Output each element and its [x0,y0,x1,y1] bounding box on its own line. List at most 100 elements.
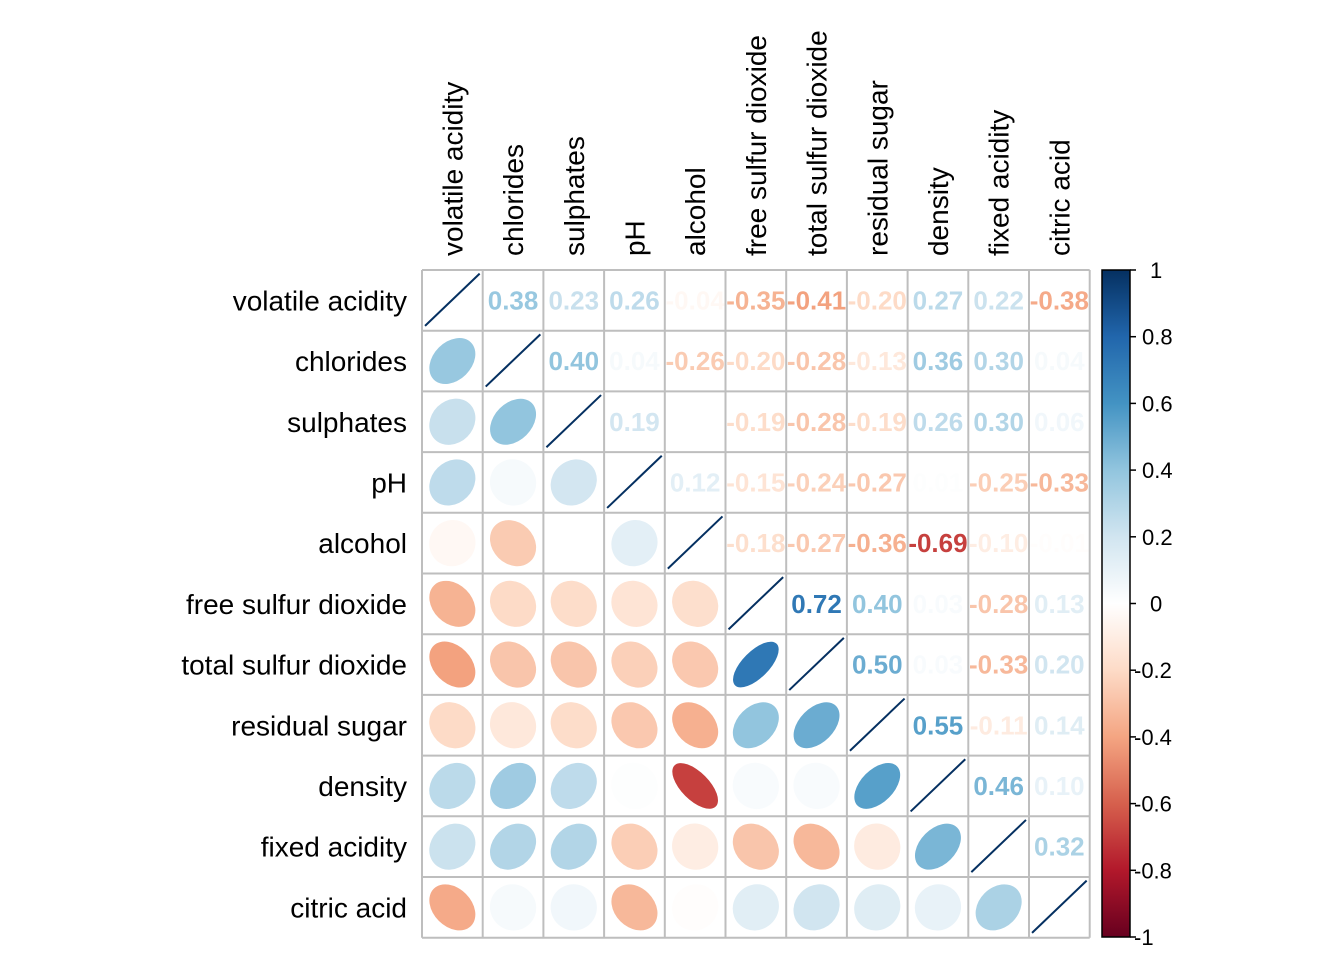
row-label: density [318,771,407,802]
corr-ellipse-5-2 [550,580,597,627]
corr-ellipse-9-4 [672,823,719,870]
corr-ellipse-10-5 [732,884,779,931]
corr-ellipse-9-2 [550,823,597,870]
colorbar-tick-label: 1 [1150,258,1162,283]
corr-ellipse-9-3 [611,823,658,870]
corr-value-6-9: -0.33 [969,650,1028,680]
corr-value-3-6: -0.24 [787,467,847,497]
corr-ellipse-5-3 [611,580,658,627]
corr-value-2-8: 0.26 [913,407,964,437]
matrix-cells: 0.38 0.23 0.26 -0.04 -0.35 -0.41 -0.20 0.27 0.22… [424,272,1089,934]
colorbar-gradient [1101,269,1131,938]
corr-value-0-2: 0.23 [548,285,599,315]
column-label: fixed acidity [984,110,1015,256]
corr-value-0-8: 0.27 [913,285,964,315]
row-label: pH [371,467,407,498]
row-label: residual sugar [231,710,407,741]
corr-ellipse-7-0 [429,702,476,749]
corr-value-0-1: 0.38 [488,285,539,315]
diag-line-2 [545,394,602,448]
column-label: alcohol [680,167,711,256]
column-label: pH [619,220,650,256]
corr-value-3-7: -0.27 [848,467,907,497]
corr-ellipse-10-4 [671,884,719,931]
diag-line-5 [727,576,784,631]
corr-ellipse-10-6 [793,884,840,931]
corr-value-4-10: -0.01 [1030,528,1089,558]
corr-ellipse-4-0 [429,520,476,567]
diag-line-1 [485,333,542,388]
corr-value-4-6: -0.27 [787,528,846,558]
corr-ellipse-9-5 [732,823,779,870]
column-labels: volatile acidity chlorides sulphates pH alco… [437,30,1075,256]
corr-ellipse-8-4 [672,763,718,809]
corr-ellipse-1-0 [429,338,476,385]
corr-ellipse-8-6 [793,762,840,810]
column-label: volatile acidity [437,82,468,256]
corr-ellipse-3-2 [550,459,597,506]
colorbar-tick-label: -0.6 [1134,792,1172,817]
colorbar-tick-label: -0.2 [1134,658,1172,683]
corr-value-2-10: 0.06 [1034,407,1085,437]
row-label: citric acid [290,892,407,923]
row-labels: volatile acidity chlorides sulphates pH alco… [181,285,407,923]
corr-ellipse-9-7 [854,823,901,870]
corr-value-0-9: 0.22 [973,285,1024,315]
corr-ellipse-9-1 [490,823,537,870]
row-label: total sulfur dioxide [181,650,407,681]
corr-value-8-10: 0.10 [1034,771,1085,801]
corr-ellipse-8-2 [550,762,597,810]
corr-value-4-8: -0.69 [908,528,967,558]
diag-line-7 [849,697,906,752]
corr-value-6-7: 0.50 [852,650,903,680]
corr-value-2-6: -0.28 [787,407,846,437]
corr-ellipse-6-4 [672,641,719,688]
corr-ellipse-10-9 [975,884,1022,931]
corr-value-5-9: -0.28 [969,589,1028,619]
corr-ellipse-6-2 [550,641,597,688]
column-label: density [923,167,954,256]
column-label: citric acid [1044,139,1075,256]
corr-value-3-8: 0.01 [913,467,964,497]
corr-ellipse-7-4 [672,702,719,749]
colorbar-tick-label: 0.4 [1142,458,1173,483]
corr-value-1-9: 0.30 [973,346,1024,376]
corr-value-0-7: -0.20 [848,285,907,315]
corr-ellipse-8-1 [490,762,537,809]
column-label: residual sugar [862,80,893,256]
corr-value-4-9: -0.10 [969,528,1028,558]
corr-value-5-10: 0.13 [1034,589,1085,619]
corr-value-5-8: 0.03 [913,589,964,619]
corr-ellipse-3-0 [429,459,476,506]
corr-value-6-8: 0.03 [913,650,964,680]
corr-value-0-4: -0.04 [666,285,726,315]
corr-value-2-4: 0.00 [670,407,721,437]
colorbar-tick-label: -1 [1134,925,1154,950]
colorbar-tick-label: 0.6 [1142,391,1173,416]
colorbar-tick-label: 0.8 [1142,325,1173,350]
corr-ellipse-8-5 [732,762,779,810]
corr-value-4-7: -0.36 [848,528,907,558]
corr-ellipse-6-0 [429,641,476,688]
diag-line-9 [970,819,1027,873]
corr-ellipse-5-0 [429,580,476,627]
corr-ellipse-10-7 [854,884,901,931]
row-label: volatile acidity [233,285,407,316]
corr-value-3-5: -0.15 [726,467,785,497]
corr-ellipse-10-0 [429,884,476,931]
corr-value-9-10: 0.32 [1034,832,1085,862]
corr-ellipse-8-7 [854,763,901,809]
corr-value-6-10: 0.20 [1034,650,1085,680]
corr-ellipse-2-0 [429,398,476,445]
corr-ellipse-5-4 [672,580,719,627]
corr-ellipse-9-8 [914,823,961,870]
corr-ellipse-7-3 [611,702,658,749]
corr-value-2-3: 0.19 [609,407,660,437]
corr-ellipse-9-0 [429,823,476,870]
corr-value-1-2: 0.40 [548,346,599,376]
colorbar-tick-label: 0.2 [1142,525,1173,550]
corr-value-1-10: 0.04 [1034,346,1085,376]
row-label: alcohol [318,528,407,559]
corr-value-7-8: 0.55 [913,710,964,740]
corr-value-1-6: -0.28 [787,346,846,376]
